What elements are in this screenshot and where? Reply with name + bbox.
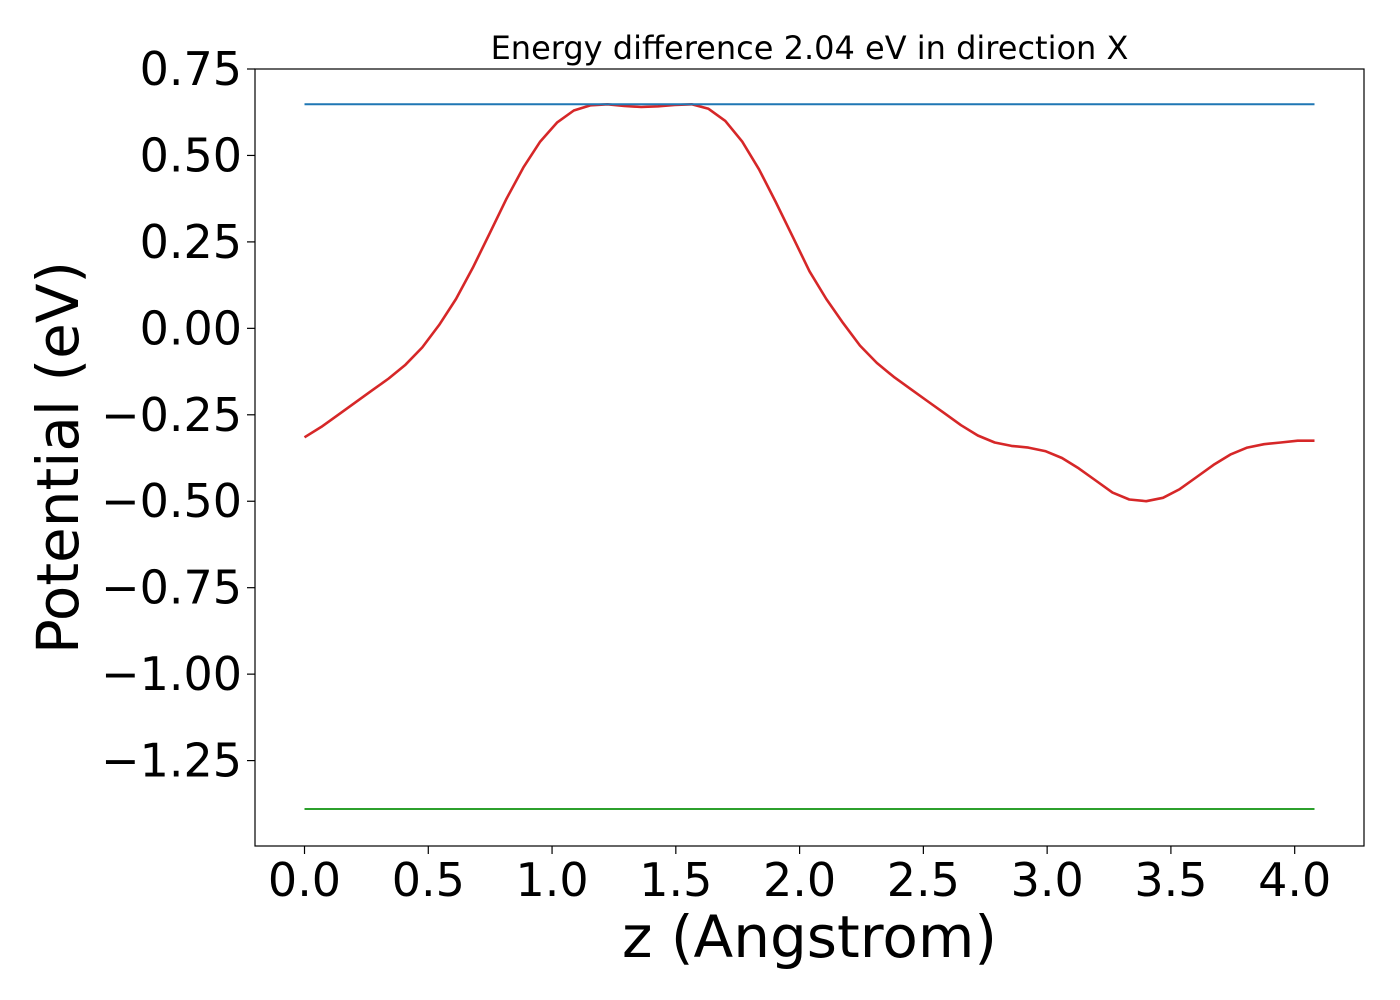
x-tick-label: 2.5 [887,853,960,907]
y-tick-label: 0.00 [140,301,242,355]
y-tick-label: −0.25 [101,388,242,442]
y-tick-label: 0.50 [140,128,242,182]
series-layer [303,103,1315,810]
x-tick-label: 4.0 [1258,853,1331,907]
y-tick-label: 0.25 [140,215,242,269]
x-tick-label: 0.5 [392,853,465,907]
plot-frame [254,68,1365,847]
x-tick-label: 3.5 [1134,853,1207,907]
x-axis-label: z (Angstrom) [622,903,997,971]
x-axis-ticks: 0.0 0.5 1.0 1.5 2.0 2.5 3.0 3.5 4.0 [268,846,1331,907]
series-line-0 [303,103,1315,503]
x-tick-label: 1.0 [515,853,588,907]
x-tick-label: 0.0 [268,853,341,907]
y-tick-label: 0.75 [140,42,242,96]
x-tick-label: 1.5 [639,853,712,907]
y-tick-label: −0.75 [101,561,242,615]
y-tick-label: −1.25 [101,734,242,788]
y-tick-label: −0.50 [101,474,242,528]
y-tick-label: −1.00 [101,647,242,701]
x-tick-label: 3.0 [1011,853,1084,907]
x-tick-label: 2.0 [763,853,836,907]
chart-title: Energy difference 2.04 eV in direction X [491,29,1129,67]
y-axis-label: Potential (eV) [24,261,92,654]
y-axis-ticks: 0.75 0.50 0.25 0.00 −0.25 −0.50 −0.75 −1.00 −1.2… [101,42,255,788]
